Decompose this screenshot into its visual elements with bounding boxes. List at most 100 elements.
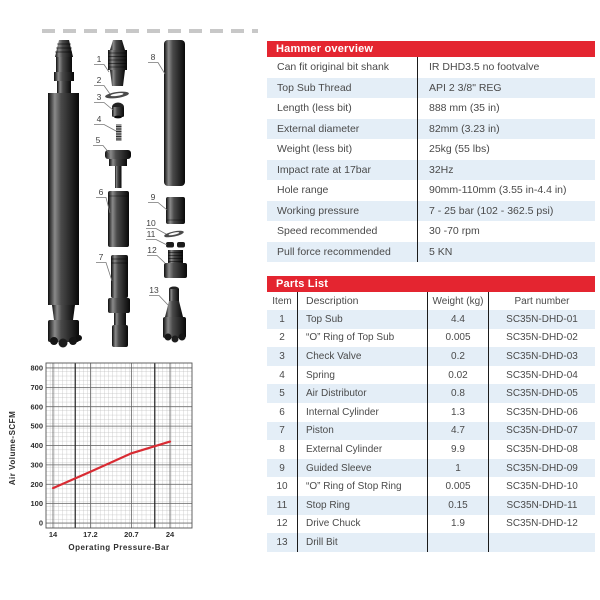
- description-cell: External Cylinder: [297, 440, 427, 459]
- spec-value: 25kg (55 lbs): [417, 139, 595, 160]
- part-number-cell: [488, 533, 595, 552]
- overview-row: Weight (less bit) 25kg (55 lbs): [267, 139, 595, 160]
- part-9-guided-sleeve: [166, 197, 185, 224]
- x-axis-label: Operating Pressure-Bar: [68, 543, 169, 552]
- description-cell: Top Sub: [297, 310, 427, 329]
- item-cell: 3: [279, 350, 285, 362]
- spec-value: 7 - 25 bar (102 - 362.5 psi): [417, 200, 595, 221]
- overview-row: Top Sub Thread API 2 3/8" REG: [267, 77, 595, 98]
- parts-list-rows: 1 Top Sub 4.4 SC35N-DHD-01 2 “O” Ring of Top …: [267, 310, 595, 552]
- parts-row: 2 “O” Ring of Top Sub 0.005 SC35N-DHD-02: [267, 328, 595, 348]
- svg-text:500: 500: [30, 422, 43, 431]
- part-label-11: 11: [147, 229, 156, 239]
- weight-cell: 0.15: [427, 495, 488, 515]
- part-number-cell: SC35N-DHD-02: [488, 328, 595, 348]
- part-number-cell: SC35N-DHD-09: [488, 458, 595, 478]
- cropped-header-text: [42, 29, 258, 33]
- spec-label: Speed recommended: [277, 225, 378, 238]
- spec-label: Working pressure: [277, 204, 360, 217]
- weight-cell: 4.4: [427, 310, 488, 329]
- part-number-cell: SC35N-DHD-05: [488, 384, 595, 403]
- weight-cell: 0.005: [427, 477, 488, 496]
- overview-row: Impact rate at 17bar 32Hz: [267, 159, 595, 180]
- svg-text:400: 400: [30, 441, 43, 450]
- part-12-drive-chuck: [164, 250, 187, 278]
- svg-text:600: 600: [30, 402, 43, 411]
- weight-cell: 0.02: [427, 365, 488, 385]
- description-cell: Spring: [297, 365, 427, 385]
- part-label-1: 1: [97, 54, 102, 64]
- weight-cell: 1.9: [427, 514, 488, 534]
- svg-text:17.2: 17.2: [83, 530, 98, 539]
- parts-row: 10 “O” Ring of Stop Ring 0.005 SC35N-DHD-10: [267, 477, 595, 496]
- spec-value: API 2 3/8" REG: [417, 77, 595, 98]
- part-label-13: 13: [149, 285, 159, 295]
- part-label-2: 2: [97, 75, 102, 85]
- hammer-overview-rows: Can fit original bit shank IR DHD3.5 no f…: [267, 57, 595, 262]
- spec-label: Weight (less bit): [277, 143, 353, 156]
- air-volume-chart: 0 100 200 300 400 500 600 700 800 14 17.2 20.7 24 Air…: [8, 362, 193, 552]
- overview-row: Length (less bit) 888 mm (35 in): [267, 98, 595, 119]
- weight-cell: [427, 533, 488, 552]
- hammer-overview-table: Hammer overview Can fit original bit sha…: [267, 41, 595, 262]
- overview-row: Can fit original bit shank IR DHD3.5 no f…: [267, 57, 595, 78]
- overview-row: Pull force recommended 5 KN: [267, 241, 595, 262]
- part-2-o-ring: [105, 91, 129, 99]
- spec-label: Hole range: [277, 184, 329, 197]
- svg-text:700: 700: [30, 383, 43, 392]
- item-cell: 2: [279, 332, 285, 344]
- tick-labels: 0 100 200 300 400 500 600 700 800 14 17.2 20.7 24: [30, 364, 175, 539]
- description-cell: “O” Ring of Stop Ring: [297, 477, 427, 496]
- overview-row: Working pressure 7 - 25 bar (102 - 362.5 …: [267, 200, 595, 221]
- spec-label: External diameter: [277, 122, 360, 135]
- part-number-cell: SC35N-DHD-03: [488, 347, 595, 366]
- description-cell: Internal Cylinder: [297, 402, 427, 422]
- item-cell: 7: [279, 425, 285, 437]
- column-header: Part number: [488, 292, 595, 310]
- spec-value: 30 -70 rpm: [417, 221, 595, 242]
- weight-cell: 1.3: [427, 402, 488, 422]
- weight-cell: 0.005: [427, 328, 488, 348]
- item-cell: 11: [276, 499, 288, 511]
- spec-value: IR DHD3.5 no footvalve: [417, 57, 595, 78]
- part-label-6: 6: [99, 187, 104, 197]
- part-label-12: 12: [147, 245, 157, 255]
- item-cell: 4: [279, 369, 285, 381]
- major-grid: [46, 363, 192, 528]
- parts-row: 11 Stop Ring 0.15 SC35N-DHD-11: [267, 495, 595, 515]
- item-cell: 6: [279, 406, 285, 418]
- spec-value: 888 mm (35 in): [417, 98, 595, 119]
- part-label-7: 7: [99, 252, 104, 262]
- weight-cell: 0.8: [427, 384, 488, 403]
- part-1-top-sub: [108, 40, 127, 86]
- column-header: Item: [272, 295, 292, 307]
- spec-label: Top Sub Thread: [277, 81, 352, 94]
- parts-row: 12 Drive Chuck 1.9 SC35N-DHD-12: [267, 514, 595, 534]
- part-13-drill-bit: [163, 286, 186, 343]
- part-number-cell: SC35N-DHD-06: [488, 402, 595, 422]
- overview-row: Hole range 90mm-110mm (3.55 in-4.4 in): [267, 180, 595, 201]
- part-number-cell: SC35N-DHD-11: [488, 495, 595, 515]
- spec-value: 82mm (3.23 in): [417, 118, 595, 139]
- overview-row: External diameter 82mm (3.23 in): [267, 118, 595, 139]
- parts-row: 6 Internal Cylinder 1.3 SC35N-DHD-06: [267, 402, 595, 422]
- y-axis-label: Air Volume-SCFM: [8, 411, 17, 485]
- parts-row: 4 Spring 0.02 SC35N-DHD-04: [267, 365, 595, 385]
- part-number-cell: SC35N-DHD-08: [488, 440, 595, 459]
- parts-row: 8 External Cylinder 9.9 SC35N-DHD-08: [267, 440, 595, 459]
- svg-text:100: 100: [30, 499, 43, 508]
- hammer-overview-title: Hammer overview: [267, 41, 595, 57]
- parts-list-title: Parts List: [267, 276, 595, 292]
- svg-text:200: 200: [30, 480, 43, 489]
- svg-text:20.7: 20.7: [124, 530, 139, 539]
- part-10-o-ring: [164, 230, 184, 238]
- part-6-internal-cylinder: [108, 191, 129, 247]
- svg-text:0: 0: [39, 519, 43, 528]
- overview-row: Speed recommended 30 -70 rpm: [267, 221, 595, 242]
- assembled-hammer: [48, 40, 82, 348]
- part-label-5: 5: [96, 135, 101, 145]
- description-cell: Air Distributor: [297, 384, 427, 403]
- column-header: Description: [297, 292, 427, 310]
- spec-label: Length (less bit): [277, 102, 352, 115]
- svg-text:24: 24: [166, 530, 175, 539]
